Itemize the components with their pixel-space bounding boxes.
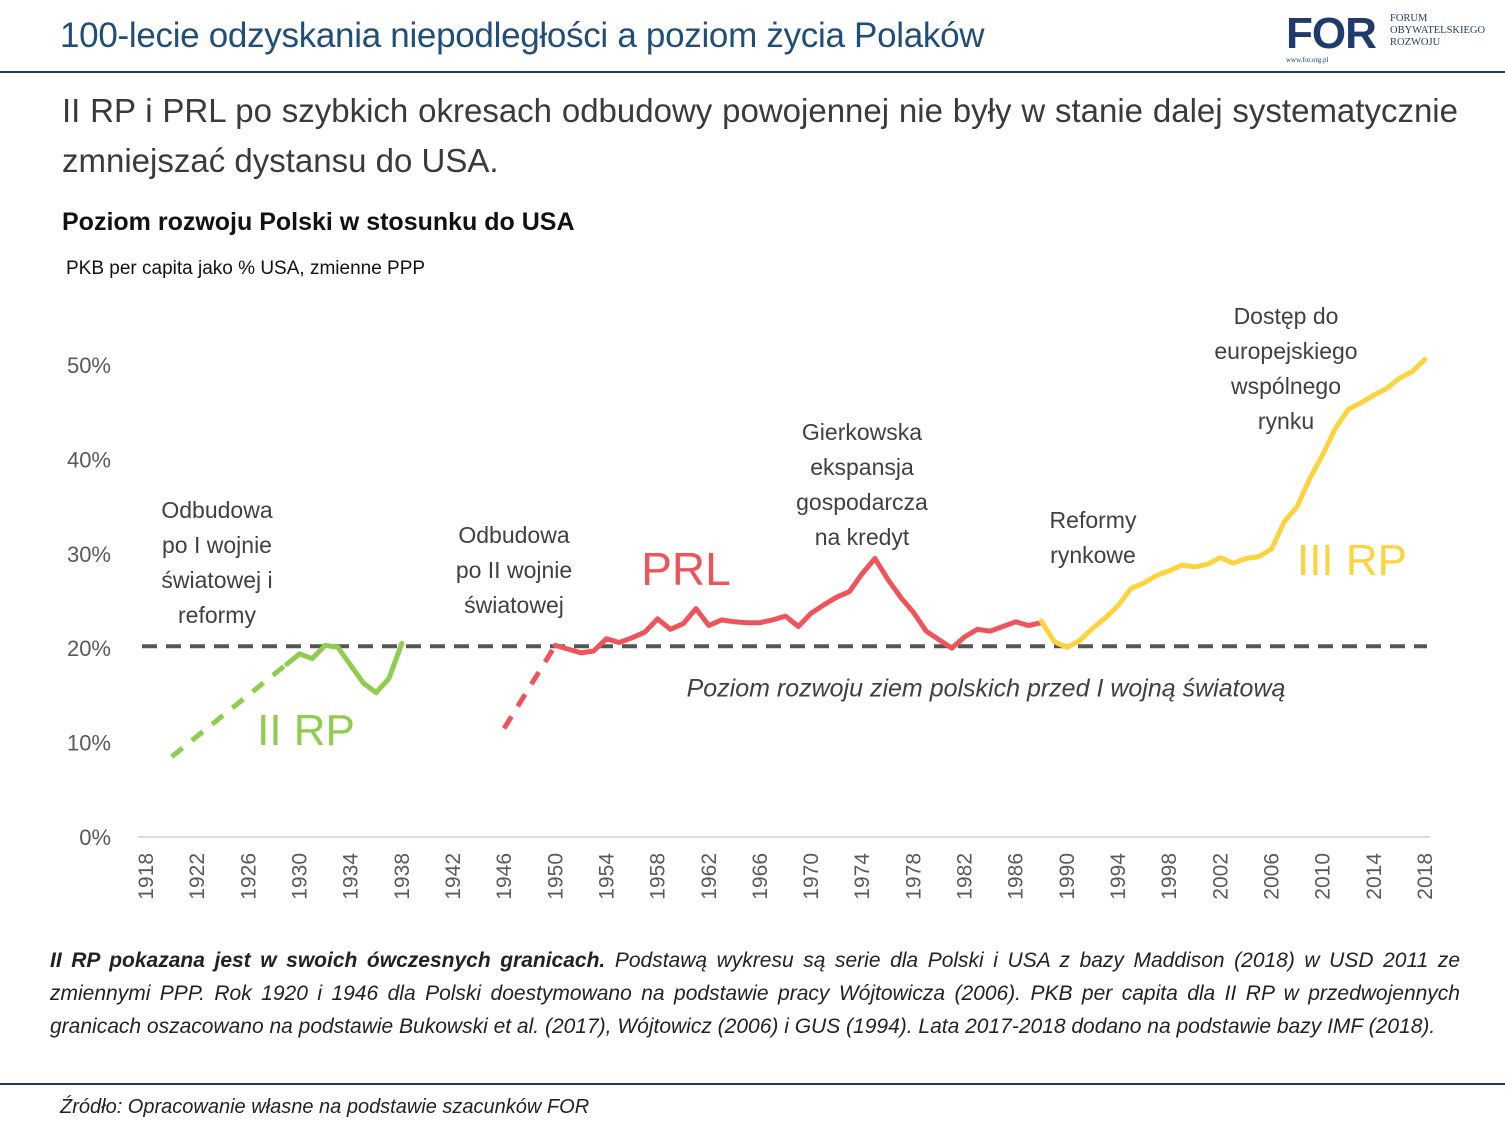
- x-tick-label: 1934: [340, 853, 363, 900]
- y-tick-label: 50%: [67, 353, 111, 378]
- x-tick-label: 2018: [1414, 853, 1437, 900]
- x-tick-label: 1918: [135, 853, 158, 900]
- x-tick-label: 1954: [595, 853, 618, 900]
- logo-line-1: FORUM: [1390, 13, 1428, 24]
- x-tick-label: 1942: [442, 853, 465, 900]
- y-tick-label: 30%: [67, 542, 111, 567]
- footnote-text: Podstawą wykresu są serie dla Polski i U…: [50, 949, 1460, 1038]
- series-line-ii-rp: [284, 641, 405, 696]
- x-tick-label: 1974: [851, 853, 874, 900]
- x-tick-label: 1982: [954, 853, 977, 900]
- series-label-prl: PRL: [641, 543, 730, 595]
- headline: II RP i PRL po szybkich okresach odbudow…: [62, 92, 1458, 179]
- logo-text: FORUM OBYWATELSKIEGO ROZWOJU: [1390, 13, 1485, 49]
- source-note: Źródło: Opracowanie własne na podstawie …: [60, 1096, 590, 1118]
- x-tick-label: 1938: [391, 853, 414, 900]
- title-divider: [0, 71, 1505, 73]
- ann-reformy-line: rynkowe: [1050, 542, 1136, 568]
- chart-subtitle: PKB per capita jako % USA, zmienne PPP: [66, 258, 426, 279]
- x-tick-label: 2006: [1261, 853, 1284, 900]
- y-tick-label: 10%: [67, 731, 111, 756]
- y-tick-label: 0%: [79, 825, 111, 850]
- footnote-bold: II RP pokazana jest w swoich ówczesnych …: [50, 949, 606, 972]
- x-tick-label: 1970: [800, 853, 823, 900]
- ann-odbudowa-1-line: po I wojnie: [162, 532, 272, 558]
- ann-odbudowa-2-line: po II wojnie: [456, 557, 572, 583]
- x-tick-label: 2010: [1312, 853, 1335, 900]
- ann-gierek-line: na kredyt: [815, 524, 910, 550]
- bottom-divider: [0, 1083, 1505, 1085]
- series-label-iii-rp: III RP: [1297, 536, 1407, 585]
- series-line-iii-rp: [1038, 356, 1428, 650]
- ann-reformy-line: Reformy: [1050, 507, 1137, 533]
- x-tick-label: 1978: [902, 853, 925, 900]
- series-line-prl-dashed: [501, 644, 558, 730]
- ann-odbudowa-1-line: światowej i: [161, 567, 272, 593]
- ann-odbudowa-1-line: reformy: [178, 602, 256, 628]
- ann-odbudowa-2-line: światowej: [464, 592, 564, 618]
- logo-line-2: OBYWATELSKIEGO: [1390, 25, 1486, 36]
- y-tick-label: 20%: [67, 636, 111, 661]
- series-line-prl: [552, 556, 1044, 656]
- x-tick-label: 1994: [1107, 853, 1130, 900]
- ann-gierek-line: Gierkowska: [802, 419, 922, 445]
- logo-mark: FOR: [1286, 9, 1377, 58]
- x-tick-label: 1966: [749, 853, 772, 900]
- x-tick-label: 2014: [1363, 853, 1386, 900]
- ann-eu-line: wspólnego: [1230, 373, 1341, 399]
- series-label-ii-rp: II RP: [257, 706, 355, 755]
- reference-line-label: Poziom rozwoju ziem polskich przed I woj…: [687, 674, 1286, 702]
- x-tick-label: 1990: [1056, 853, 1079, 900]
- x-tick-label: 1930: [288, 853, 311, 900]
- chart-title: Poziom rozwoju Polski w stosunku do USA: [62, 208, 575, 236]
- page-title: 100-lecie odzyskania niepodległości a po…: [60, 16, 985, 55]
- ann-eu-line: Dostęp do: [1234, 303, 1339, 329]
- y-tick-label: 40%: [67, 447, 111, 472]
- x-tick-label: 1962: [698, 853, 721, 900]
- ann-gierek-line: ekspansja: [810, 454, 914, 480]
- ann-eu-line: europejskiego: [1214, 338, 1357, 364]
- ann-gierek-line: gospodarcza: [796, 489, 928, 515]
- x-tick-label: 1926: [237, 853, 260, 900]
- x-tick-label: 1998: [1158, 853, 1181, 900]
- logo-url: www.for.org.pl: [1286, 56, 1329, 64]
- x-tick-label: 1958: [647, 853, 670, 900]
- logo-line-3: ROZWOJU: [1390, 37, 1441, 48]
- ann-eu-line: rynku: [1258, 408, 1314, 434]
- gdp-chart: 0% 10% 20% 30% 40% 50% 1918 1922 1926 1930 1934 193…: [67, 303, 1437, 900]
- x-tick-label: 1986: [1005, 853, 1028, 900]
- ann-odbudowa-2-line: Odbudowa: [458, 522, 569, 548]
- ann-odbudowa-1-line: Odbudowa: [161, 497, 272, 523]
- x-tick-label: 1950: [544, 853, 567, 900]
- x-tick-label: 1946: [493, 853, 516, 900]
- x-tick-label: 2002: [1209, 853, 1232, 900]
- for-logo: FOR FORUM OBYWATELSKIEGO ROZWOJU www.for…: [1286, 10, 1496, 66]
- x-tick-label: 1922: [186, 853, 209, 900]
- footnote: II RP pokazana jest w swoich ówczesnych …: [50, 944, 1460, 1043]
